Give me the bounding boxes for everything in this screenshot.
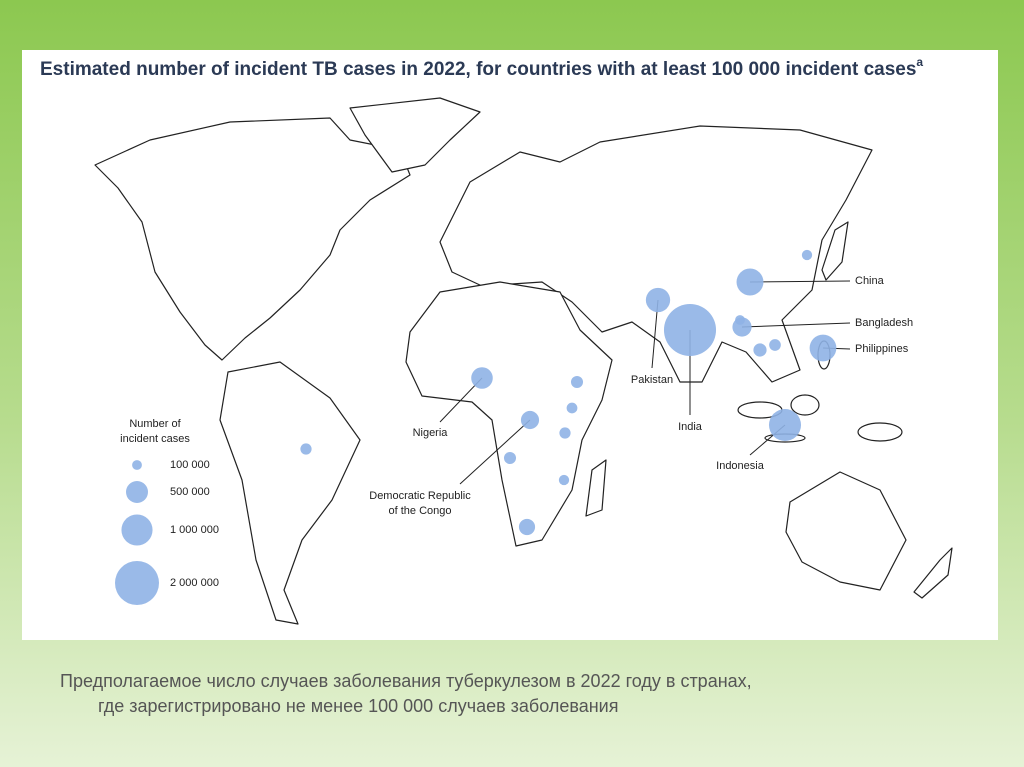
legend-label: 100 000 <box>170 459 210 471</box>
country-label: Indonesia <box>716 460 765 472</box>
legend-label: 2 000 000 <box>170 577 219 589</box>
eurasia <box>439 125 873 383</box>
title-text: Estimated number of incident TB cases in… <box>40 59 916 80</box>
legend-bubble <box>132 460 142 470</box>
country-label: Philippines <box>855 343 909 355</box>
country-label: of the Congo <box>389 505 452 517</box>
caption-line: где зарегистрировано не менее 100 000 сл… <box>98 696 618 716</box>
case-bubble <box>559 427 571 439</box>
south-america <box>219 361 361 625</box>
case-bubble <box>566 402 578 414</box>
case-bubble <box>300 443 312 455</box>
case-bubble <box>558 474 570 486</box>
legend-title: incident cases <box>120 433 190 445</box>
country-label: Nigeria <box>413 427 449 439</box>
case-bubble <box>518 518 536 536</box>
legend-label: 1 000 000 <box>170 524 219 536</box>
legend-bubble <box>121 514 153 546</box>
new-guinea <box>857 422 903 442</box>
australia <box>785 471 907 591</box>
country-label: Bangladesh <box>855 317 913 329</box>
title-note: a <box>916 55 923 69</box>
leader-line <box>741 322 851 328</box>
case-bubble <box>735 315 745 325</box>
new-zealand <box>913 547 953 599</box>
borneo <box>790 394 820 416</box>
case-bubble <box>768 408 802 442</box>
case-bubble <box>753 343 767 357</box>
legend-label: 500 000 <box>170 486 210 498</box>
legend-title: Number of <box>129 418 181 430</box>
map-panel: Estimated number of incident TB cases in… <box>22 50 998 640</box>
country-label: India <box>678 421 703 433</box>
case-bubble <box>809 334 837 362</box>
legend-bubble <box>126 481 148 503</box>
madagascar <box>585 459 607 517</box>
country-label: Democratic Republic <box>369 490 471 502</box>
case-bubble <box>769 339 781 351</box>
leader-line <box>749 280 851 283</box>
case-bubble <box>471 367 493 389</box>
legend-bubble <box>115 561 159 605</box>
case-bubble <box>663 303 717 357</box>
map: Estimated number of incident TB cases in… <box>40 55 953 625</box>
caption-line: Предполагаемое число случаев заболевания… <box>60 671 752 691</box>
case-bubble <box>736 268 764 296</box>
country-label: Pakistan <box>631 374 673 386</box>
case-bubble <box>645 287 671 313</box>
map-title: Estimated number of incident TB cases in… <box>40 55 923 80</box>
case-bubble <box>570 375 584 389</box>
case-bubble <box>503 451 517 465</box>
north-america <box>94 117 411 361</box>
case-bubble <box>520 410 540 430</box>
japan <box>821 221 849 281</box>
case-bubble <box>801 249 813 261</box>
country-label: China <box>855 275 885 287</box>
leader-line <box>459 419 531 485</box>
caption: Предполагаемое число случаев заболевания… <box>60 671 752 716</box>
greenland <box>349 97 481 173</box>
